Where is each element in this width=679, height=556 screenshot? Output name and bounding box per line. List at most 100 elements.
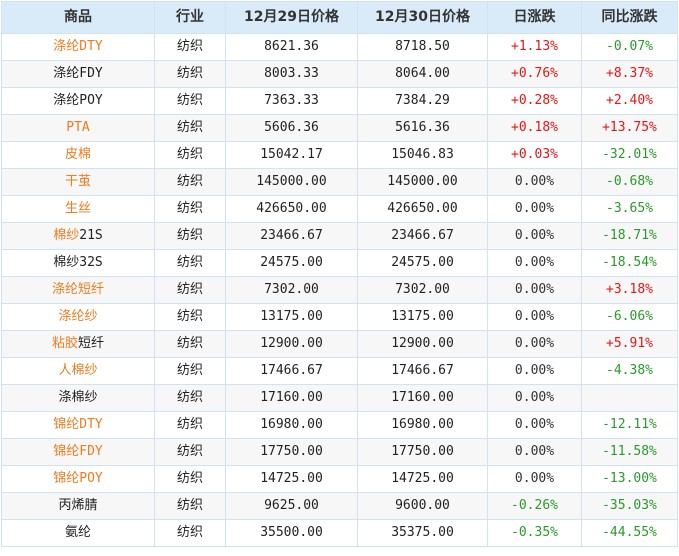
- daily-change-cell: 0.00%: [487, 438, 582, 466]
- commodity-name: 21S: [79, 228, 103, 243]
- price-dec30-cell: 12900.00: [357, 330, 488, 358]
- price-dec30-cell: 426650.00: [357, 195, 488, 223]
- price-dec29-cell: 9625.00: [225, 492, 358, 520]
- header-daily-change: 日涨跌: [487, 1, 582, 34]
- header-yoy-change: 同比涨跌: [581, 1, 678, 34]
- commodity-link[interactable]: 锦纶FDY: [53, 444, 103, 459]
- price-dec30-cell: 35375.00: [357, 519, 488, 547]
- daily-change-cell: 0.00%: [487, 249, 582, 277]
- daily-change-cell: -0.35%: [487, 519, 582, 547]
- table-row: 棉纱21S 纺织 23466.67 23466.67 0.00% -18.71%: [1, 222, 678, 250]
- daily-change-cell: 0.00%: [487, 357, 582, 385]
- industry-cell: 纺织: [154, 195, 226, 223]
- header-price-dec30: 12月30日价格: [357, 1, 488, 34]
- price-dec29-cell: 7302.00: [225, 276, 358, 304]
- price-dec29-cell: 13175.00: [225, 303, 358, 331]
- table-row: 锦纶DTY 纺织 16980.00 16980.00 0.00% -12.11%: [1, 411, 678, 439]
- price-dec29-cell: 17466.67: [225, 357, 358, 385]
- price-dec30-cell: 24575.00: [357, 249, 488, 277]
- commodity-name-cell: 干茧: [1, 168, 155, 196]
- commodity-link[interactable]: 涤纶纱: [58, 309, 98, 324]
- commodity-name-cell: 涤纶短纤: [1, 276, 155, 304]
- commodity-link[interactable]: 皮棉: [64, 147, 91, 162]
- industry-cell: 纺织: [154, 492, 226, 520]
- price-dec30-cell: 7302.00: [357, 276, 488, 304]
- table-row: 涤纶纱 纺织 13175.00 13175.00 0.00% -6.06%: [1, 303, 678, 331]
- table-row: 涤纶短纤 纺织 7302.00 7302.00 0.00% +3.18%: [1, 276, 678, 304]
- daily-change-cell: 0.00%: [487, 384, 582, 412]
- price-dec29-cell: 7363.33: [225, 87, 358, 115]
- commodity-name-cell: 人棉纱: [1, 357, 155, 385]
- commodity-name-cell: 棉纱21S: [1, 222, 155, 250]
- commodity-name-cell: 丙烯腈: [1, 492, 155, 520]
- commodity-link[interactable]: 锦纶POY: [53, 471, 103, 486]
- commodity-link[interactable]: 人棉纱: [58, 363, 98, 378]
- commodity-link[interactable]: 涤纶短纤: [51, 282, 104, 297]
- price-dec29-cell: 15042.17: [225, 141, 358, 169]
- price-dec30-cell: 145000.00: [357, 168, 488, 196]
- industry-cell: 纺织: [154, 114, 226, 142]
- table-row: 棉纱32S 纺织 24575.00 24575.00 0.00% -18.54%: [1, 249, 678, 277]
- commodity-link[interactable]: PTA: [66, 120, 90, 135]
- commodity-link[interactable]: 涤纶DTY: [53, 39, 103, 54]
- commodity-link[interactable]: 棉纱: [53, 228, 80, 243]
- industry-cell: 纺织: [154, 60, 226, 88]
- price-dec29-cell: 23466.67: [225, 222, 358, 250]
- industry-cell: 纺织: [154, 465, 226, 493]
- yoy-change-cell: [581, 384, 678, 412]
- commodity-name-cell: 氨纶: [1, 519, 155, 547]
- industry-cell: 纺织: [154, 222, 226, 250]
- daily-change-cell: +0.76%: [487, 60, 582, 88]
- price-dec29-cell: 5606.36: [225, 114, 358, 142]
- yoy-change-cell: -4.38%: [581, 357, 678, 385]
- industry-cell: 纺织: [154, 411, 226, 439]
- table-row: 丙烯腈 纺织 9625.00 9600.00 -0.26% -35.03%: [1, 492, 678, 520]
- price-dec30-cell: 23466.67: [357, 222, 488, 250]
- industry-cell: 纺织: [154, 276, 226, 304]
- yoy-change-cell: +2.40%: [581, 87, 678, 115]
- commodity-link[interactable]: 干茧: [64, 174, 91, 189]
- daily-change-cell: -0.26%: [487, 492, 582, 520]
- daily-change-cell: 0.00%: [487, 411, 582, 439]
- table-row: 干茧 纺织 145000.00 145000.00 0.00% -0.68%: [1, 168, 678, 196]
- table-row: 涤纶POY 纺织 7363.33 7384.29 +0.28% +2.40%: [1, 87, 678, 115]
- commodity-name: 丙烯腈: [58, 498, 98, 513]
- yoy-change-cell: -44.55%: [581, 519, 678, 547]
- table-row: 粘胶短纤 纺织 12900.00 12900.00 0.00% +5.91%: [1, 330, 678, 358]
- daily-change-cell: 0.00%: [487, 222, 582, 250]
- commodity-name-cell: 锦纶DTY: [1, 411, 155, 439]
- commodity-name: 涤棉纱: [58, 390, 98, 405]
- commodity-name-cell: 锦纶POY: [1, 465, 155, 493]
- price-dec30-cell: 5616.36: [357, 114, 488, 142]
- price-dec29-cell: 145000.00: [225, 168, 358, 196]
- commodity-link[interactable]: 锦纶DTY: [53, 417, 103, 432]
- commodity-name: 棉纱32S: [53, 255, 103, 270]
- table-row: 锦纶FDY 纺织 17750.00 17750.00 0.00% -11.58%: [1, 438, 678, 466]
- price-dec29-cell: 35500.00: [225, 519, 358, 547]
- commodity-name-cell: 涤棉纱: [1, 384, 155, 412]
- table-row: 人棉纱 纺织 17466.67 17466.67 0.00% -4.38%: [1, 357, 678, 385]
- commodity-name-cell: 粘胶短纤: [1, 330, 155, 358]
- commodity-name: 涤纶POY: [53, 93, 103, 108]
- header-industry: 行业: [154, 1, 226, 34]
- industry-cell: 纺织: [154, 384, 226, 412]
- industry-cell: 纺织: [154, 168, 226, 196]
- commodity-name-cell: 皮棉: [1, 141, 155, 169]
- table-row: 生丝 纺织 426650.00 426650.00 0.00% -3.65%: [1, 195, 678, 223]
- price-dec30-cell: 9600.00: [357, 492, 488, 520]
- commodity-link[interactable]: 粘胶: [51, 336, 78, 351]
- industry-cell: 纺织: [154, 141, 226, 169]
- daily-change-cell: 0.00%: [487, 195, 582, 223]
- commodity-name: 涤纶FDY: [53, 66, 103, 81]
- yoy-change-cell: -32.01%: [581, 141, 678, 169]
- header-row: 商品 行业 12月29日价格 12月30日价格 日涨跌 同比涨跌: [1, 1, 678, 34]
- price-dec30-cell: 17750.00: [357, 438, 488, 466]
- yoy-change-cell: -18.71%: [581, 222, 678, 250]
- yoy-change-cell: -13.00%: [581, 465, 678, 493]
- commodity-name-cell: PTA: [1, 114, 155, 142]
- yoy-change-cell: +5.91%: [581, 330, 678, 358]
- commodity-link[interactable]: 生丝: [64, 201, 91, 216]
- table-row: 皮棉 纺织 15042.17 15046.83 +0.03% -32.01%: [1, 141, 678, 169]
- daily-change-cell: 0.00%: [487, 330, 582, 358]
- industry-cell: 纺织: [154, 330, 226, 358]
